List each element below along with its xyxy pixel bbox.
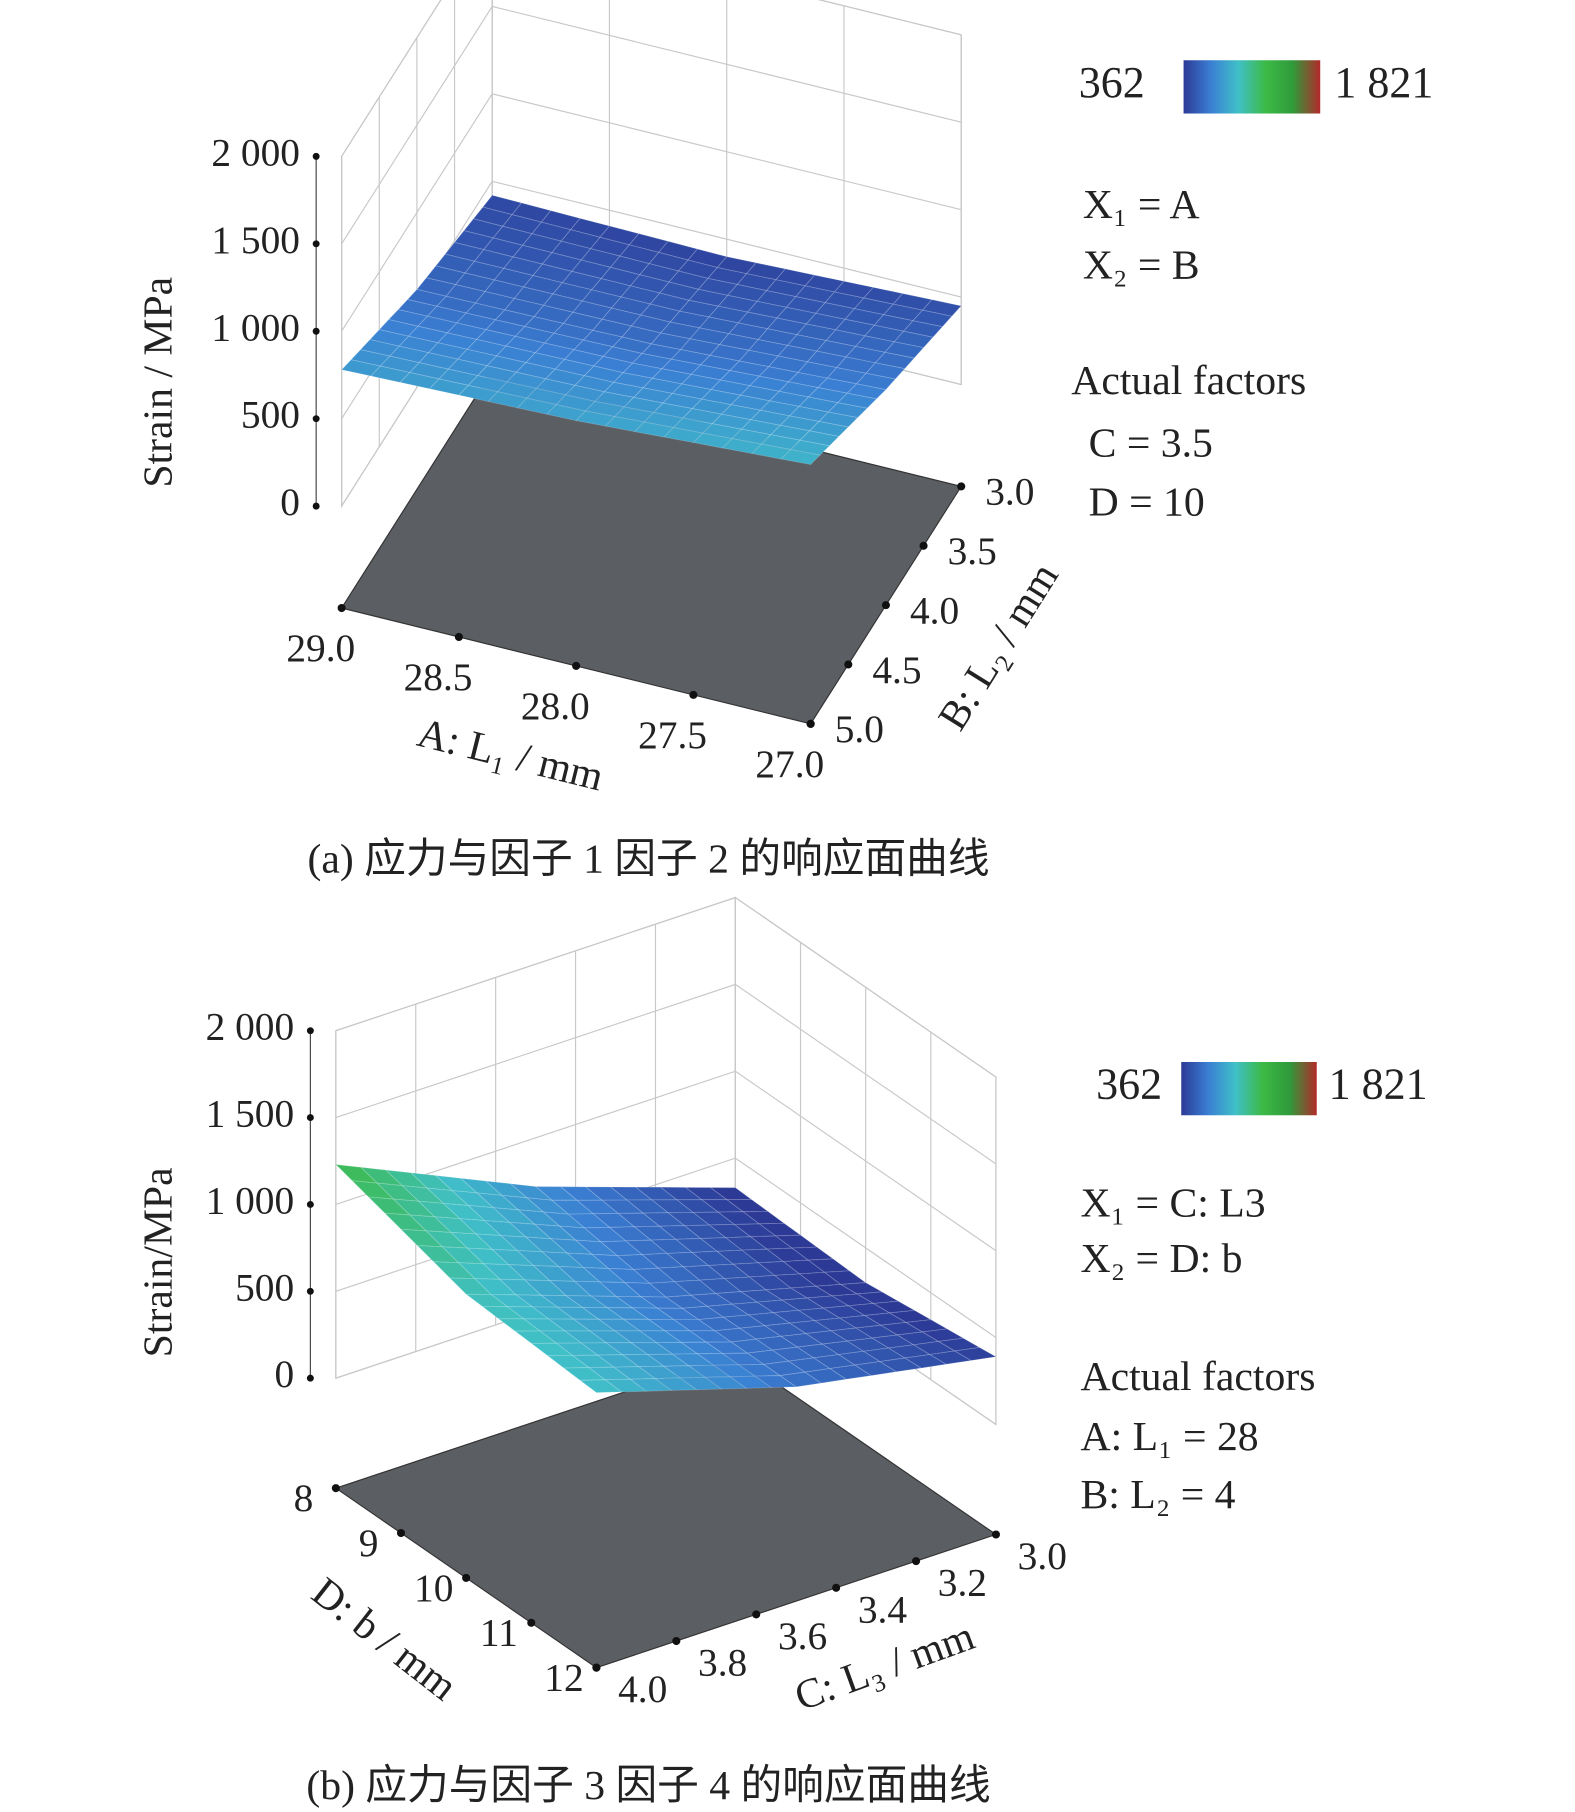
y-tick [911,1557,921,1566]
surface-patch [799,430,840,447]
surface-patch [653,1377,698,1391]
caption: (a) 应力与因子 1 因子 2 的响应面曲线 [308,835,990,882]
z-tick-label: 1 000 [211,305,300,349]
z-tick [312,152,320,160]
surface-patch [703,1376,748,1390]
y-tick [672,1636,681,1646]
z-tick-label: 500 [241,393,300,437]
grid-line [341,0,962,157]
y-tick [832,1583,841,1592]
x-tick [331,1484,340,1493]
legend-max: 1 821 [1329,1060,1428,1109]
surface-patch [836,392,878,409]
x-tick [527,1618,536,1627]
annotation: Actual factors [1080,1354,1315,1400]
x-tick-label: 27.0 [755,742,824,786]
x-tick-label: 28.0 [521,684,590,728]
y-tick-label: 3.6 [778,1614,827,1658]
y-tick-label: 3.2 [938,1561,987,1605]
y-tick-label: 3.0 [1018,1534,1067,1578]
x-tick [454,632,463,642]
annotation: X₂ = D: b [1080,1236,1242,1282]
z-tick [312,240,320,248]
z-tick-label: 0 [274,1352,294,1396]
z-tick [312,327,320,335]
x-tick-label: 10 [414,1566,453,1610]
x-tick [337,603,346,613]
annotation: A: L₁ = 28 [1080,1414,1258,1460]
y-tick-label: 5.0 [835,707,884,751]
y-tick-label: 4.0 [618,1667,667,1711]
z-tick [306,1027,314,1035]
z-tick-label: 1 000 [206,1178,295,1222]
y-tick-label: 3.5 [948,529,997,573]
x-tick-label: 12 [544,1656,583,1700]
x-tick-label: 11 [480,1611,518,1655]
surface-patch [780,449,821,466]
annotation: Actual factors [1071,358,1306,404]
annotation: B: L₂ = 4 [1080,1472,1235,1518]
legend-min: 362 [1096,1060,1162,1109]
colorbar [1183,60,1321,114]
legend-max: 1 821 [1334,58,1433,107]
annotation: X₂ = B [1083,242,1200,288]
surface-patch [789,439,831,456]
chart: 0 500 1 000 1 500 2 000 8 9 10 11 12 4.0 3.8 3.6 3.4 3… [136,896,1428,1809]
z-tick [306,1287,314,1295]
x-tick [462,1573,471,1582]
z-tick [306,1200,314,1208]
y-tick-label: 3.8 [698,1641,747,1685]
y-tick-label: 3.4 [858,1587,908,1631]
axis-title: B: L₂ / mm [930,555,1068,738]
axis-title: Strain / MPa [136,277,182,488]
surface-patch [893,330,934,349]
y-tick [806,719,815,728]
z-tick-label: 1 500 [211,218,300,262]
z-tick [312,502,320,510]
annotation: D = 10 [1089,480,1205,526]
x-tick-label: 29.0 [286,626,355,670]
annotation: C = 3.5 [1089,421,1213,467]
z-tick-label: 0 [280,480,300,524]
surface-patch [953,1346,998,1362]
surface-patch [728,1375,773,1389]
z-tick-label: 500 [235,1265,294,1309]
annotation: X₁ = C: L3 [1080,1180,1265,1226]
z-tick [306,1114,314,1122]
y-tick-label: 3.0 [985,470,1034,514]
x-tick-label: 27.5 [638,713,707,757]
colorbar [1181,1061,1317,1116]
z-tick-label: 2 000 [211,130,300,174]
y-tick [991,1530,1001,1539]
x-tick [572,661,581,670]
surface-patch [808,420,850,437]
y-tick [752,1610,761,1619]
caption: (b) 应力与因子 3 因子 4 的响应面曲线 [306,1762,990,1809]
y-tick-label: 4.0 [910,588,959,632]
surface-patch [928,1350,973,1365]
x-tick-label: 28.5 [404,655,473,699]
surface-patch [578,1379,623,1394]
surface-patch [678,1376,723,1391]
y-tick-label: 4.5 [872,648,921,692]
x-tick [396,1528,406,1538]
z-tick [306,1374,314,1382]
annotation: X₁ = A [1083,182,1200,228]
y-tick [592,1663,601,1672]
y-tick [957,482,966,491]
z-tick-label: 1 500 [206,1092,295,1136]
legend-min: 362 [1079,58,1145,107]
y-tick [919,541,928,550]
x-tick [689,690,698,699]
y-tick [844,660,853,669]
axis-title: Strain/MPa [136,1167,182,1357]
x-tick-label: 8 [294,1476,314,1520]
z-tick [312,415,320,423]
y-tick [881,601,890,610]
chart: 0 500 1 000 1 500 2 000 29.0 28.5 28.0 27.5 27.05… [136,0,1433,882]
x-tick-label: 9 [359,1521,379,1565]
z-tick-label: 2 000 [206,1005,295,1049]
